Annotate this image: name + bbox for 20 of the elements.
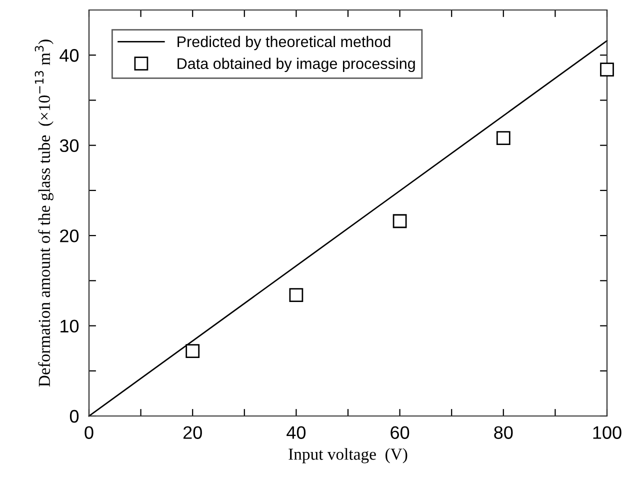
x-tick-label: 60 (390, 426, 410, 439)
x-tick-label: 20 (183, 426, 202, 439)
x-tick-label: 80 (494, 426, 513, 439)
x-tick-label: 0 (84, 426, 94, 439)
point (392, 214, 407, 228)
point (496, 131, 510, 146)
legend-label: Data obtained by image processing (178, 58, 415, 72)
x-axis-title: Input voltage (V) (288, 448, 408, 464)
point (600, 62, 614, 76)
y-tick-label: 10 (60, 320, 79, 332)
legend-label: Predicted by theoretical method (178, 36, 390, 50)
y-axis-title: Deformation amount of the glass tube (×10$^{−13}$ m$^{3}$) (34, 40, 54, 387)
x-tick-label: 40 (286, 426, 306, 439)
y-tick-label: 20 (60, 229, 79, 242)
x-tick-label: 100 (593, 426, 622, 439)
point (186, 344, 200, 358)
y-tick-label: 0 (70, 410, 79, 423)
y-tick-label: 40 (60, 49, 79, 62)
point (289, 288, 304, 302)
y-tick-label: 30 (60, 139, 79, 152)
